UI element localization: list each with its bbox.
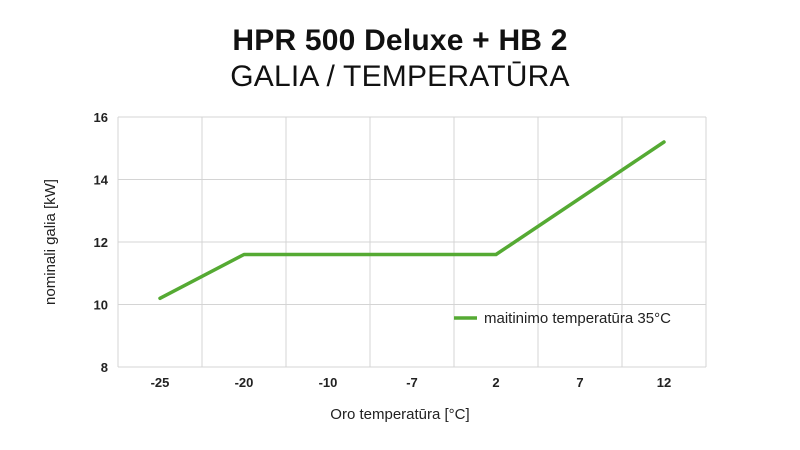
- y-tick-label: 10: [94, 298, 108, 313]
- x-axis-label: Oro temperatūra [°C]: [330, 406, 469, 423]
- y-axis-ticks: 8 10 12 14 16: [94, 110, 109, 375]
- series-line: [158, 140, 666, 301]
- x-tick-label: 2: [492, 375, 499, 390]
- x-tick-label: -7: [406, 375, 418, 390]
- grid: [117, 116, 707, 368]
- x-tick-label: -20: [235, 375, 254, 390]
- x-tick-label: 12: [657, 375, 671, 390]
- x-tick-label: 7: [576, 375, 583, 390]
- legend-label: maitinimo temperatūra 35°C: [484, 310, 671, 327]
- chart-subtitle: GALIA / TEMPERATŪRA: [230, 60, 570, 93]
- legend: maitinimo temperatūra 35°C: [454, 310, 671, 327]
- y-axis-label: nominali galia [kW]: [42, 179, 59, 305]
- y-tick-label: 8: [101, 360, 108, 375]
- x-axis-ticks: -25 -20 -10 -7 2 7 12: [151, 375, 672, 390]
- chart-title: HPR 500 Deluxe + HB 2: [232, 24, 568, 57]
- y-tick-label: 12: [94, 235, 108, 250]
- y-tick-label: 16: [94, 110, 108, 125]
- y-tick-label: 14: [94, 173, 109, 188]
- series-layer: [158, 140, 666, 301]
- x-tick-label: -10: [319, 375, 338, 390]
- x-tick-label: -25: [151, 375, 170, 390]
